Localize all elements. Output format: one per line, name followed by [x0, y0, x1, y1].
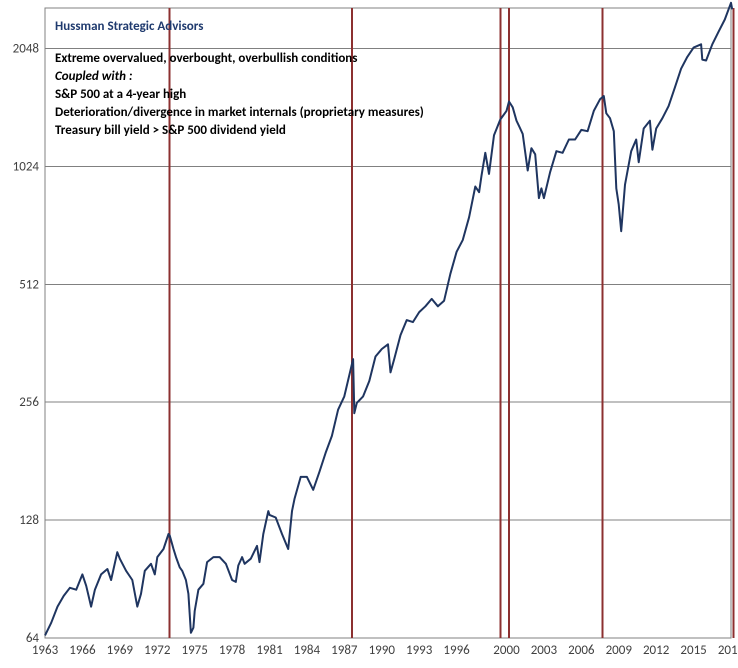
x-tick-label: 1975	[181, 643, 207, 658]
x-tick-label: 1996	[443, 643, 470, 658]
x-tick-label: 2012	[643, 643, 670, 658]
x-tick-label: 2003	[531, 643, 558, 658]
chart-description-line: Extreme overvalued, overbought, overbull…	[55, 51, 357, 66]
x-tick-label: 2000	[493, 643, 520, 658]
chart-description-line: Deterioration/divergence in market inter…	[55, 105, 424, 120]
y-tick-label: 2048	[13, 42, 40, 57]
chart-description-line: Coupled with :	[55, 69, 133, 84]
x-tick-label: 1990	[369, 643, 396, 658]
chart-description-line: S&P 500 at a 4-year high	[55, 87, 186, 102]
x-tick-label: 1972	[144, 643, 171, 658]
x-tick-label: 1969	[107, 643, 134, 658]
y-tick-label: 256	[19, 395, 39, 410]
x-tick-label: 1981	[256, 643, 282, 658]
x-tick-label: 2006	[568, 643, 595, 658]
x-tick-label: 2009	[606, 643, 633, 658]
x-tick-label: 1978	[219, 643, 246, 658]
plot-border	[45, 8, 731, 638]
x-tick-label: 2015	[680, 643, 706, 658]
y-tick-label: 128	[19, 513, 39, 528]
x-tick-label: 1993	[406, 643, 433, 658]
chart-container: 6412825651210242048196319661969197219751…	[0, 0, 738, 668]
chart-title: Hussman Strategic Advisors	[55, 19, 203, 34]
chart-description-line: Treasury bill yield > S&P 500 dividend y…	[55, 123, 286, 138]
x-tick-label: 2018	[718, 643, 738, 658]
y-tick-label: 512	[19, 277, 39, 292]
x-tick-label: 1963	[32, 643, 59, 658]
chart-svg: 6412825651210242048196319661969197219751…	[0, 0, 738, 668]
x-tick-label: 1987	[331, 643, 358, 658]
x-tick-label: 1984	[294, 643, 321, 658]
y-tick-label: 1024	[13, 159, 40, 174]
x-tick-label: 1966	[69, 643, 96, 658]
